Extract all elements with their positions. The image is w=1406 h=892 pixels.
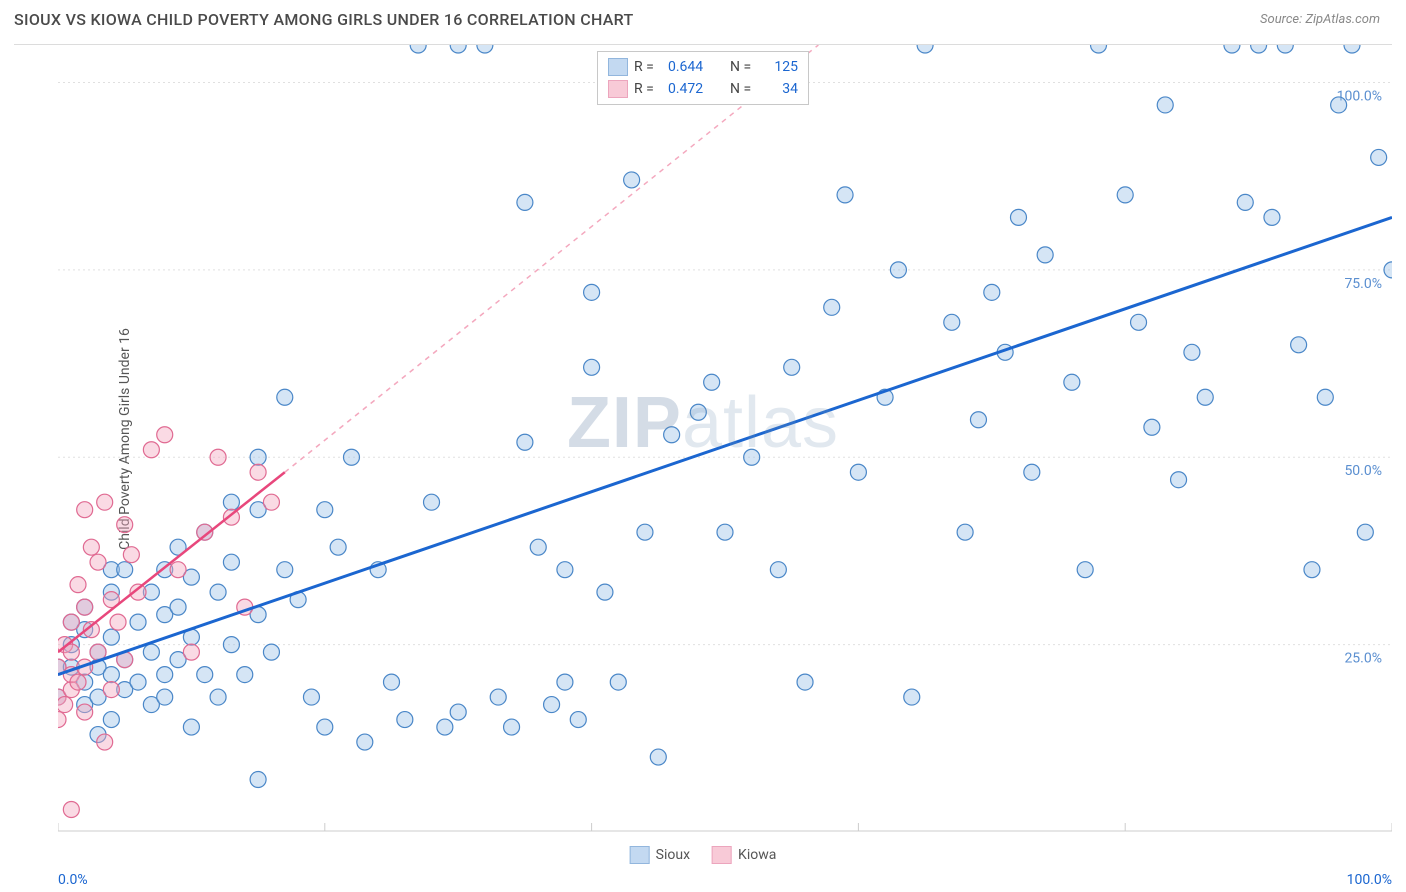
n-label: N = (730, 59, 758, 75)
n-value: 34 (764, 81, 798, 97)
n-value: 125 (764, 59, 798, 75)
svg-text:50.0%: 50.0% (1344, 463, 1382, 479)
correlation-legend: R = 0.644 N = 125 R = 0.472 N = 34 (597, 51, 809, 105)
scatter-plot: 25.0%50.0%75.0%100.0% (58, 45, 1392, 832)
svg-text:75.0%: 75.0% (1344, 276, 1382, 292)
legend-item: Sioux (630, 846, 690, 864)
series-legend: Sioux Kiowa (630, 846, 777, 864)
x-min-label: 0.0% (58, 872, 88, 888)
legend-swatch (608, 58, 628, 76)
legend-swatch (608, 80, 628, 98)
legend-stat-row: R = 0.472 N = 34 (608, 78, 798, 100)
r-value: 0.644 (668, 59, 724, 75)
legend-swatch (630, 846, 650, 864)
r-label: R = (634, 59, 662, 75)
r-label: R = (634, 81, 662, 97)
legend-label: Sioux (656, 847, 690, 863)
r-value: 0.472 (668, 81, 724, 97)
source-attribution: Source: ZipAtlas.com (1260, 12, 1380, 27)
source-link[interactable]: ZipAtlas.com (1305, 12, 1380, 27)
legend-stat-row: R = 0.644 N = 125 (608, 56, 798, 78)
svg-text:25.0%: 25.0% (1344, 651, 1382, 667)
x-max-label: 100.0% (1347, 872, 1392, 888)
legend-item: Kiowa (712, 846, 776, 864)
legend-swatch (712, 846, 732, 864)
n-label: N = (730, 81, 758, 97)
chart-container: Child Poverty Among Girls Under 16 R = 0… (14, 44, 1392, 832)
chart-title: SIOUX VS KIOWA CHILD POVERTY AMONG GIRLS… (14, 10, 634, 29)
legend-label: Kiowa (738, 847, 776, 863)
